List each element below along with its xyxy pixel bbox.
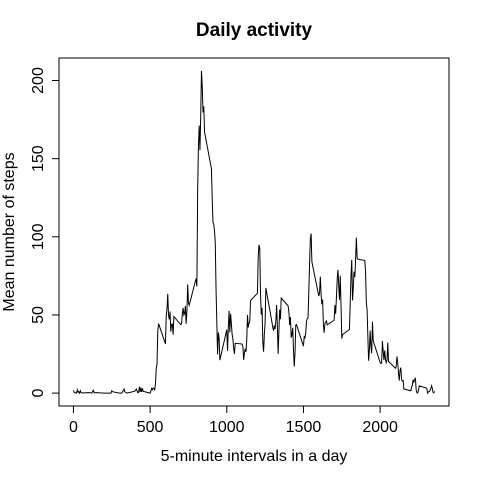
chart-title: Daily activity [196,20,313,41]
x-tick-label: 1500 [286,419,322,436]
y-tick-label: 100 [30,223,47,250]
y-tick-label: 0 [30,389,47,398]
x-tick-label: 1000 [209,419,245,436]
x-axis-label: 5-minute intervals in a day [161,448,348,465]
x-tick-label: 0 [69,419,78,436]
data-line [72,70,435,395]
x-tick-label: 2000 [362,419,398,436]
plot-box [58,57,450,407]
y-axis-label: Mean number of steps [1,152,18,311]
x-tick-label: 500 [137,419,164,436]
y-tick-label: 150 [30,145,47,172]
y-tick-label: 50 [30,306,47,324]
y-tick-label: 200 [30,67,47,94]
